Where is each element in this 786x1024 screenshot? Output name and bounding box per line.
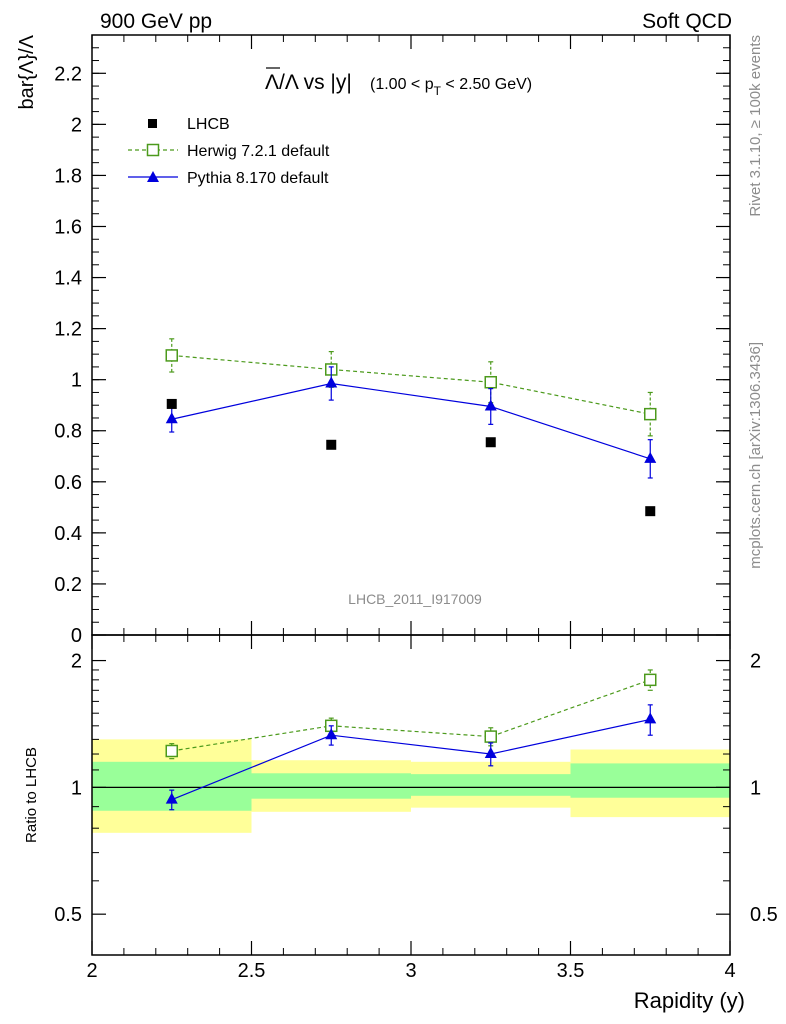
rivet-label: Rivet 3.1.10, ≥ 100k events <box>747 35 764 217</box>
ytick-label: 1.6 <box>54 216 82 238</box>
point-pythia <box>165 412 178 424</box>
point-pythia <box>484 747 497 759</box>
xtick-label: 2.5 <box>238 960 266 982</box>
point-herwig <box>484 730 497 743</box>
legend-item-herwig: Herwig 7.2.1 default <box>128 143 330 160</box>
plot-title: Λ/Λ vs |y| (1.00 < pT < 2.50 GeV) <box>265 67 532 98</box>
point-pythia <box>644 451 657 463</box>
ytick-label: 0.6 <box>54 472 82 494</box>
ytick-label: 1 <box>71 370 82 392</box>
ratio-ytick-label-right: 2 <box>750 651 761 673</box>
point-pythia <box>325 728 338 740</box>
legend-label-herwig: Herwig 7.2.1 default <box>187 143 330 160</box>
xtick-label: 3.5 <box>557 960 585 982</box>
legend-label-pythia: Pythia 8.170 default <box>187 170 329 187</box>
legend-item-lhcb: LHCB <box>148 116 230 133</box>
ratio-ytick-label: 0.5 <box>54 904 82 926</box>
band-inner <box>570 763 730 798</box>
legend-item-pythia: Pythia 8.170 default <box>128 170 329 187</box>
title-range: (1.00 < pT < 2.50 GeV) <box>370 76 532 98</box>
legend-marker-pythia <box>147 171 159 182</box>
band-inner <box>251 773 411 799</box>
ytick-label: 0.8 <box>54 421 82 443</box>
point-herwig <box>644 407 657 421</box>
ytick-label: 1.8 <box>54 165 82 187</box>
ratio-ytick-label-right: 0.5 <box>750 904 778 926</box>
line-pythia <box>171 718 651 801</box>
title-main: Λ/Λ vs |y| <box>265 71 352 94</box>
line-herwig <box>171 354 651 415</box>
ytick-label: 2 <box>71 114 82 136</box>
point-lhcb <box>645 506 656 517</box>
point-pythia <box>325 376 338 388</box>
ytick-label: 1.2 <box>54 319 82 341</box>
title-range-prefix: (1.00 < p <box>370 76 434 93</box>
legend-label-lhcb: LHCB <box>187 116 230 133</box>
band-inner <box>411 774 571 796</box>
xtick-label: 3 <box>405 960 416 982</box>
ytick-label: 0.2 <box>54 574 82 596</box>
axes: 0 0.2 0.4 0.6 0.8 1 1.2 1.4 1.6 1.8 2 2.2 2 2.5 3 3.5 4 0… <box>54 34 778 982</box>
header-right: Soft QCD <box>642 10 732 33</box>
point-lhcb <box>326 439 337 450</box>
point-herwig <box>165 349 178 362</box>
point-lhcb <box>166 398 177 409</box>
point-pythia <box>644 712 657 724</box>
ratio-ytick-label: 2 <box>71 651 82 673</box>
legend: LHCB Herwig 7.2.1 default Pythia 8.170 d… <box>128 116 330 187</box>
ratio-ylabel: Ratio to LHCB <box>23 747 40 843</box>
xtick-label: 2 <box>86 960 97 982</box>
ratio-series <box>165 669 657 811</box>
ytick-label: 0 <box>71 625 82 647</box>
ytick-label: 0.4 <box>54 523 82 545</box>
ytick-label: 2.2 <box>54 63 82 85</box>
main-ylabel: bar{Λ}/Λ <box>16 34 38 109</box>
title-range-sub: T <box>434 84 442 98</box>
point-herwig <box>165 744 178 758</box>
point-pythia <box>165 792 178 804</box>
line-pythia <box>171 382 651 460</box>
xtick-label: 4 <box>724 960 735 982</box>
point-herwig <box>644 673 657 687</box>
watermark: LHCB_2011_I917009 <box>348 591 482 607</box>
line-herwig <box>171 679 651 752</box>
header-left: 900 GeV pp <box>100 10 212 33</box>
ratio-ytick-label-right: 1 <box>750 777 761 799</box>
mcplots-label: mcplots.cern.ch [arXiv:1306.3436] <box>747 342 764 569</box>
point-herwig <box>484 375 497 389</box>
point-pythia <box>484 399 497 411</box>
point-lhcb <box>485 437 496 448</box>
ratio-bands <box>92 739 730 833</box>
ytick-label: 1.4 <box>54 268 82 290</box>
main-series <box>165 338 657 517</box>
ratio-ytick-label: 1 <box>71 777 82 799</box>
legend-marker-lhcb <box>148 119 157 128</box>
title-range-suffix: < 2.50 GeV) <box>441 76 532 93</box>
xlabel: Rapidity (y) <box>634 988 745 1013</box>
legend-marker-herwig <box>146 143 160 157</box>
